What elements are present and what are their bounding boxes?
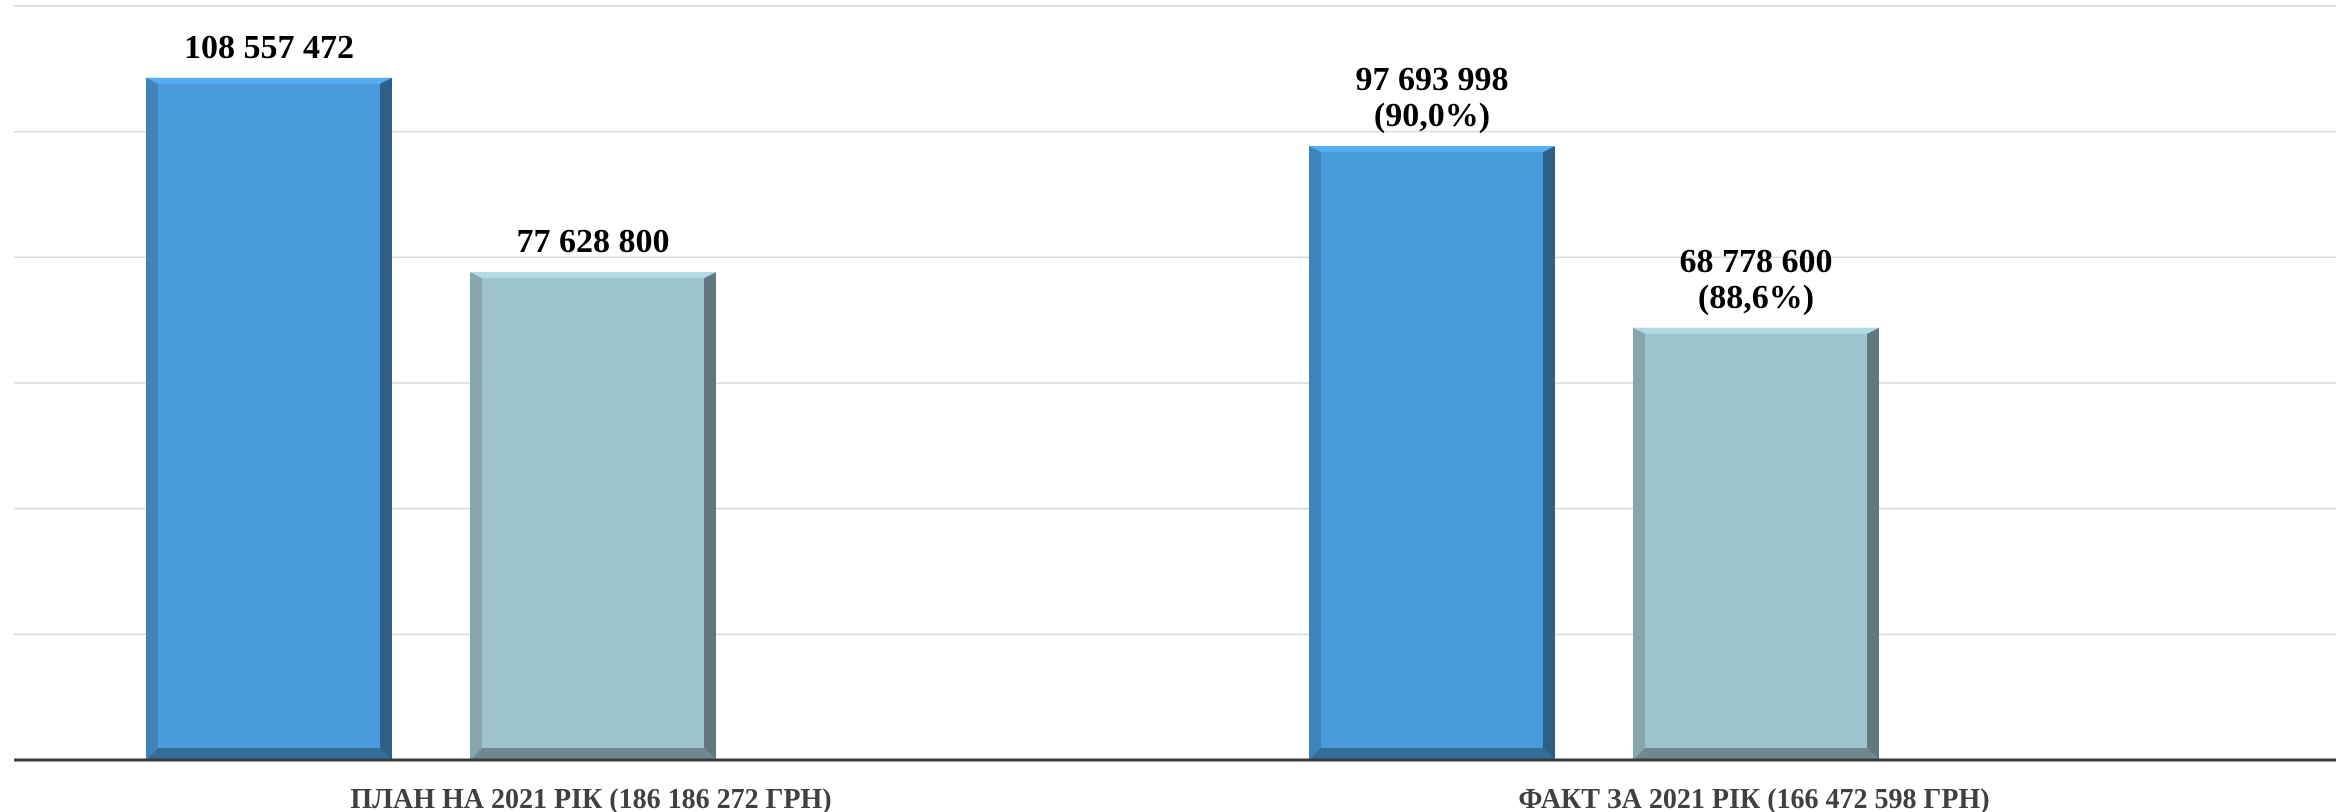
bar-bevel-right [1543,146,1555,760]
bar-bevel-top [146,77,392,84]
bar-series-1 [146,77,392,760]
data-label: 108 557 472 [184,29,354,66]
data-label: 77 628 800 [517,223,670,260]
bar-bevel-left [470,272,482,760]
bar-bevel-top [1633,327,1879,334]
bar-bevel-top [470,272,716,279]
bar [146,77,392,760]
bar-bevel-right [704,272,716,760]
x-tick-label: ПЛАН НА 2021 РІК (186 186 272 ГРН) [350,784,831,812]
bar-bevel-top [1309,146,1555,153]
bar-series-1 [1309,146,1555,760]
bar [1633,327,1879,760]
data-label: 97 693 998 [1356,61,1509,98]
bar-bevel-right [1867,327,1879,760]
bar [1309,146,1555,760]
data-label: (88,6%) [1698,279,1814,316]
bar-bevel-left [1309,146,1321,760]
data-label: 68 778 600 [1680,243,1833,280]
bar-bevel-bottom [1309,748,1555,760]
x-tick-label: ФАКТ ЗА 2021 РІК (166 472 598 ГРН) [1518,784,1989,812]
bar-bevel-bottom [470,748,716,760]
data-label: (90,0%) [1374,97,1490,134]
bar-series-2 [470,272,716,760]
bar-bevel-left [1633,327,1645,760]
bar-bevel-bottom [146,748,392,760]
bar [470,272,716,760]
bar-bevel-bottom [1633,748,1879,760]
bar-series-2 [1633,327,1879,760]
bar-bevel-right [380,77,392,760]
bar-bevel-left [146,77,158,760]
